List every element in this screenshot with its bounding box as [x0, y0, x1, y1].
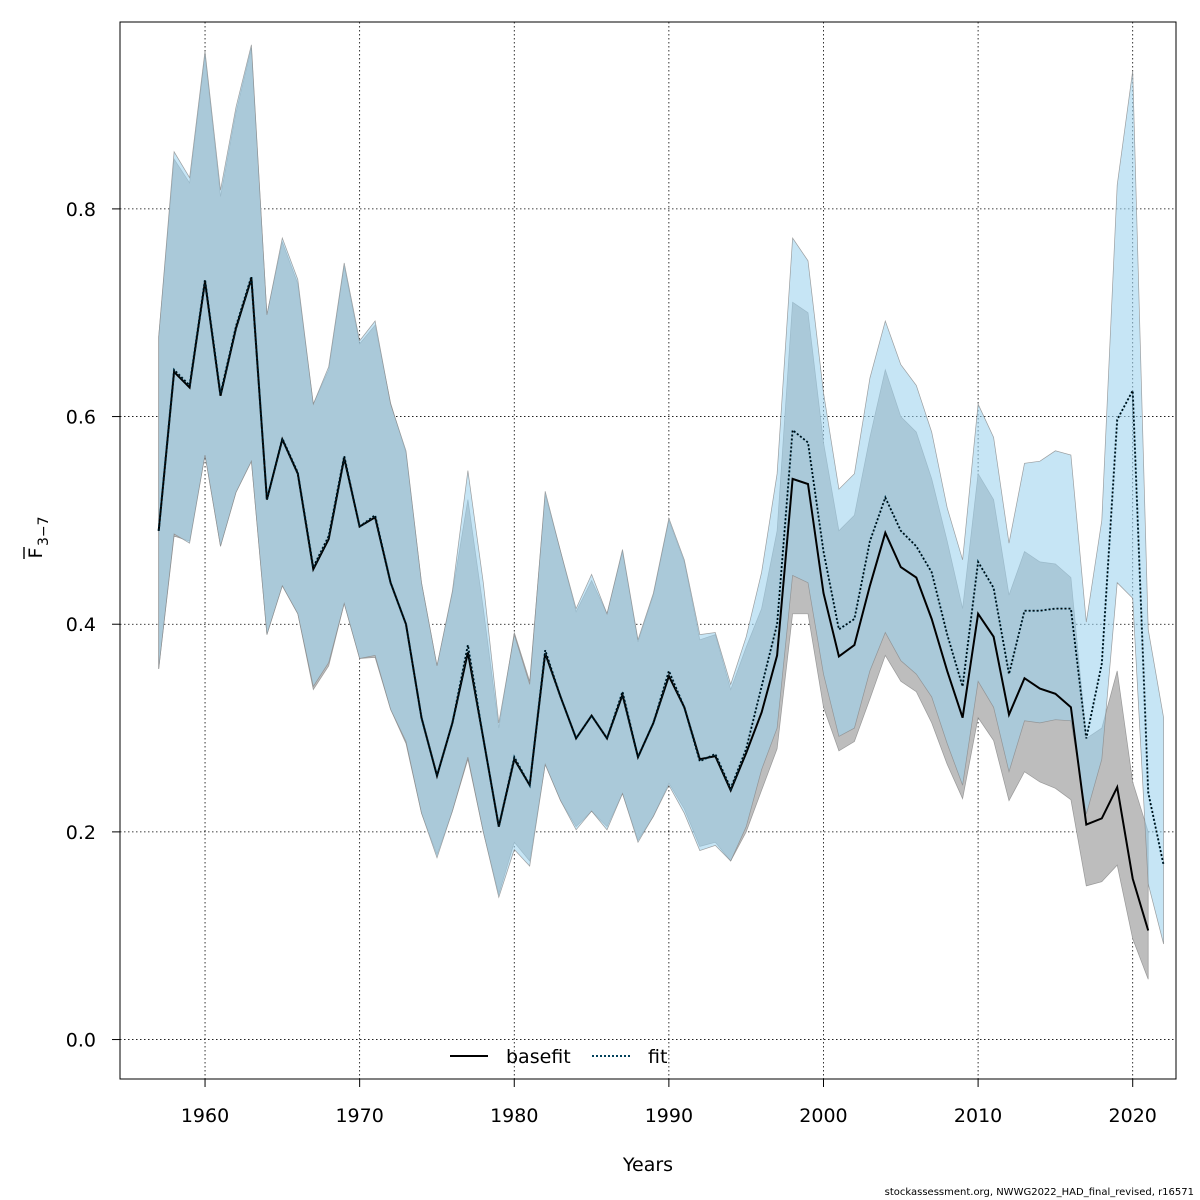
y-tick-label: 0.4 — [66, 614, 96, 636]
y-tick-label: 0.0 — [66, 1030, 96, 1052]
x-tick-label: 1970 — [335, 1105, 383, 1127]
y-tick-label: 0.2 — [66, 822, 96, 844]
x-tick-label: 1990 — [645, 1105, 693, 1127]
y-axis-label-subscript: 3−7 — [36, 516, 52, 546]
credit-note: stockassessment.org, NWWG2022_HAD_final_… — [884, 1187, 1194, 1198]
legend: basefit fit — [450, 1046, 667, 1068]
band-fit — [158, 44, 1164, 945]
series-lines — [157, 276, 1165, 931]
y-axis-label: F 3−7 — [23, 516, 52, 559]
x-tick-label: 2010 — [954, 1105, 1002, 1127]
x-axis: 1960 1970 1980 1990 2000 2010 2020 — [181, 1079, 1157, 1127]
legend-label-basefit: basefit — [506, 1046, 571, 1068]
x-tick-label: 1960 — [181, 1105, 229, 1127]
y-tick-label: 0.8 — [66, 199, 96, 221]
y-axis-label-main: F — [25, 548, 47, 559]
y-axis: 0.0 0.2 0.4 0.6 0.8 — [66, 199, 120, 1052]
confidence-bands — [158, 44, 1164, 980]
x-tick-label: 1980 — [490, 1105, 538, 1127]
legend-label-fit: fit — [648, 1046, 667, 1068]
x-tick-label: 2020 — [1109, 1105, 1157, 1127]
x-axis-label: Years — [622, 1154, 673, 1176]
x-tick-label: 2000 — [799, 1105, 847, 1127]
plot-frame — [119, 21, 1177, 1080]
line-fit-overlay — [158, 276, 1165, 866]
y-tick-label: 0.6 — [66, 407, 96, 429]
